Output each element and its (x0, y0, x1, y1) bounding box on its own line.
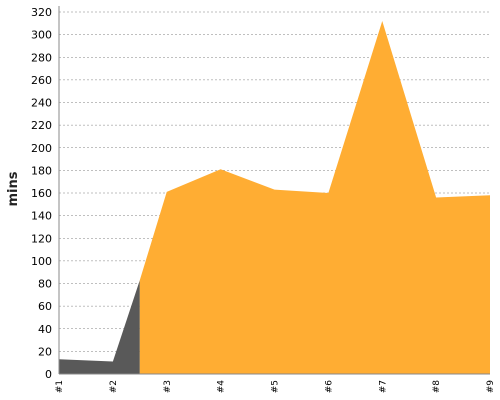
x-tick-label: #4 (217, 380, 227, 394)
y-tick-label: 60 (38, 300, 52, 313)
y-tick-label: 240 (31, 97, 52, 110)
y-tick-label: 220 (31, 119, 52, 132)
y-tick-label: 160 (31, 187, 52, 200)
x-tick-label: #9 (486, 380, 496, 394)
x-tick-label: #3 (163, 380, 173, 393)
x-tick-label: #7 (378, 380, 388, 393)
area-series-main (139, 21, 490, 375)
y-tick-label: 100 (31, 255, 52, 268)
y-tick-label: 300 (31, 29, 52, 42)
y-tick-label: 120 (31, 232, 52, 245)
y-tick-label: 200 (31, 142, 52, 155)
x-tick-label: #8 (432, 380, 442, 394)
y-axis-label: mins (6, 171, 21, 206)
area-series-early (59, 280, 140, 374)
y-tick-label: 140 (31, 210, 52, 223)
y-tick-label: 180 (31, 164, 52, 177)
y-tick-label: 260 (31, 74, 52, 87)
chart-areas (59, 21, 490, 375)
y-tick-label: 40 (38, 323, 52, 336)
y-tick-label: 280 (31, 51, 52, 64)
chart-axes (58, 6, 490, 375)
x-tick-label: #1 (55, 380, 65, 393)
x-tick-label: #6 (324, 380, 334, 394)
y-tick-label: 80 (38, 278, 52, 291)
y-tick-label: 0 (45, 368, 52, 381)
y-tick-label: 20 (38, 345, 52, 358)
x-tick-labels: #1 #2 #3 #4 #5 #6 #7 #8 #9 (55, 380, 496, 394)
x-tick-label: #2 (109, 380, 119, 393)
x-tick-label: #5 (271, 380, 281, 393)
y-tick-labels: 0 20 40 60 80 100 120 140 160 180 200 220 240 260 280 3… (31, 6, 52, 381)
y-tick-label: 320 (31, 6, 52, 19)
